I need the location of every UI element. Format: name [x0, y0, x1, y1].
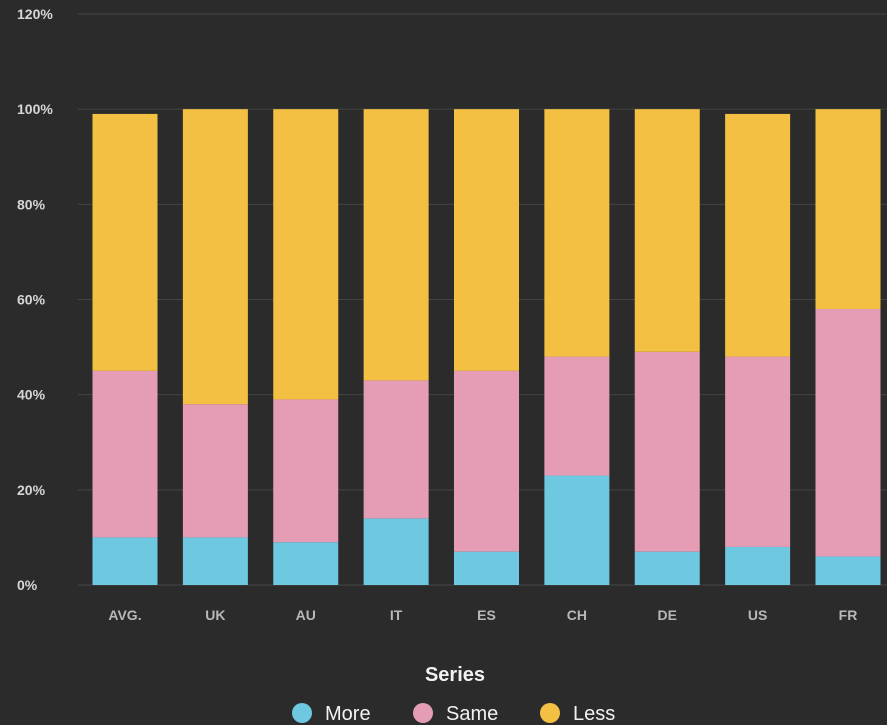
bar-segment-more: [182, 537, 248, 585]
x-tick-label: US: [748, 607, 767, 623]
y-tick-label: 120%: [17, 6, 53, 22]
legend-item-less[interactable]: Less: [540, 703, 615, 725]
bar-segment-more: [544, 475, 610, 585]
y-axis-ticks: 0% 20% 40% 60% 80% 100% 120%: [17, 6, 53, 593]
bar-segment-more: [92, 537, 158, 585]
bar-segment-less: [273, 109, 339, 400]
bar-segment-same: [725, 356, 791, 547]
bar-segment-more: [815, 556, 881, 585]
x-tick-label: CH: [567, 607, 587, 623]
bar-segment-more: [454, 551, 519, 585]
bar-segment-less: [544, 109, 610, 357]
bar-segment-more: [363, 518, 429, 585]
bar-segment-more: [273, 542, 339, 585]
bar-segment-same: [454, 370, 519, 552]
y-tick-label: 40%: [17, 387, 46, 403]
bar-segment-less: [725, 113, 791, 357]
bar-segment-same: [92, 370, 158, 538]
bar-segment-less: [454, 109, 519, 371]
x-tick-label: AU: [296, 607, 316, 623]
y-tick-label: 80%: [17, 196, 46, 212]
y-tick-label: 100%: [17, 101, 53, 117]
x-tick-label: DE: [658, 607, 677, 623]
legend-label: Less: [573, 703, 615, 725]
x-axis-labels: AVG. UK AU IT ES CH DE US FR: [108, 607, 857, 623]
legend-swatch: [540, 703, 560, 723]
bar-segment-same: [815, 309, 881, 557]
legend-item-more[interactable]: More: [292, 703, 371, 725]
x-tick-label: ES: [477, 607, 496, 623]
bar-segment-same: [544, 356, 610, 476]
legend-swatch: [413, 703, 433, 723]
legend-label: Same: [446, 703, 498, 725]
legend-items: More Same Less: [292, 703, 615, 725]
bar-segment-same: [182, 404, 248, 538]
bar-segment-less: [182, 109, 248, 405]
legend-title: Series: [425, 664, 485, 686]
bar-segment-same: [273, 399, 339, 543]
legend-swatch: [292, 703, 312, 723]
x-tick-label: FR: [839, 607, 858, 623]
x-tick-label: UK: [205, 607, 225, 623]
bar-segment-same: [634, 351, 700, 552]
bars: [92, 109, 881, 585]
bar-segment-less: [92, 113, 158, 371]
bar-segment-more: [634, 551, 700, 585]
bar-segment-more: [725, 546, 791, 585]
x-tick-label: IT: [390, 607, 403, 623]
bar-segment-less: [634, 109, 700, 352]
y-tick-label: 60%: [17, 292, 46, 308]
y-tick-label: 20%: [17, 482, 46, 498]
legend: Series More Same Less: [292, 664, 615, 725]
bar-segment-less: [363, 109, 429, 381]
y-tick-label: 0%: [17, 577, 38, 593]
bar-segment-less: [815, 109, 881, 310]
legend-label: More: [325, 703, 371, 725]
x-tick-label: AVG.: [108, 607, 141, 623]
legend-item-same[interactable]: Same: [413, 703, 498, 725]
bar-segment-same: [363, 380, 429, 519]
